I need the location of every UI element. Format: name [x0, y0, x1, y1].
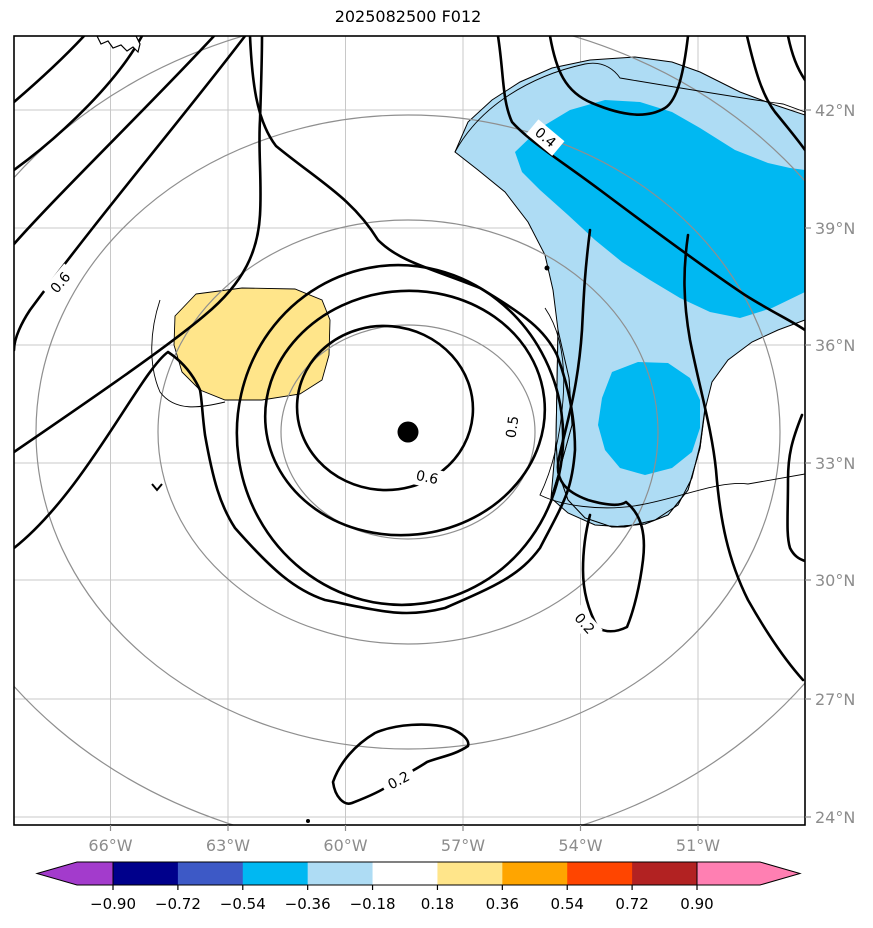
contour-labels: 0.6 0.6 0.5 0.4 0.2 0.2 — [42, 119, 603, 797]
colorbar-tick-label: −0.18 — [350, 895, 396, 913]
colorbar-segment — [177, 862, 244, 885]
colorbar-outline — [112, 861, 698, 886]
axis-ticks — [109, 109, 811, 831]
colorbar-tick-label: 0.72 — [615, 895, 648, 913]
label-mask — [379, 764, 419, 797]
figure-title: 2025082500 F012 — [335, 7, 482, 26]
colorbar-over-arrow — [696, 861, 802, 886]
label-mask — [526, 119, 565, 156]
storm-center-marker — [397, 421, 419, 443]
shaded-contour-fills — [173, 56, 805, 528]
lon-tick-label: 66°W — [88, 836, 132, 855]
label-mask — [500, 408, 525, 446]
positive-anomaly-yellow-region — [173, 287, 331, 401]
lat-tick-label: 30°N — [815, 571, 855, 590]
map-border — [13, 35, 806, 826]
colorbar-segment — [567, 862, 633, 885]
contour-label-0-6-center: 0.6 — [414, 468, 439, 488]
label-mask — [42, 263, 79, 302]
colorbar-tick-label: −0.72 — [155, 895, 201, 913]
lon-tick-label: 60°W — [323, 836, 367, 855]
range-ring-2 — [157, 219, 659, 645]
lon-tick-label: 51°W — [676, 836, 720, 855]
colorbar-segment — [113, 862, 179, 885]
negative-anomaly-light-blue-region-2 — [550, 329, 706, 528]
colorbar-tick-label: 0.36 — [486, 895, 519, 913]
coastline-fragment — [96, 36, 141, 54]
small-contour-tick — [151, 483, 163, 492]
colorbar-under-arrow — [35, 861, 114, 886]
contour-label-0-5: 0.5 — [504, 415, 523, 439]
colorbar-segment — [307, 862, 374, 885]
lat-tick-label: 39°N — [815, 219, 855, 238]
small-islet-mark-south — [306, 819, 310, 823]
lon-tick-label: 63°W — [206, 836, 250, 855]
colorbar-segment — [502, 862, 568, 885]
range-ring-3 — [35, 114, 781, 750]
map-layers: 0.6 0.6 0.5 0.4 0.2 0.2 — [14, 36, 805, 825]
label-mask — [565, 604, 603, 643]
colorbar-segment — [242, 862, 309, 885]
colorbar-tick-label: −0.90 — [90, 895, 136, 913]
small-islet-mark — [544, 265, 550, 271]
colorbar-tick-label: 0.54 — [551, 895, 584, 913]
colorbar-segment — [437, 862, 503, 885]
lon-tick-label: 57°W — [441, 836, 485, 855]
colorbar-tick-label: 0.18 — [421, 895, 454, 913]
colorbar-segment — [632, 862, 698, 885]
lat-tick-label: 27°N — [815, 690, 855, 709]
lat-tick-label: 33°N — [815, 454, 855, 473]
axis-tick-labels: 66°W 63°W 60°W 57°W 54°W 51°W 42°N 39°N 36°N 33°N… — [88, 101, 855, 855]
lat-tick-label: 24°N — [815, 808, 855, 827]
colorbar-segment — [372, 862, 438, 885]
label-mask — [408, 464, 446, 491]
colorbar: −0.90 −0.72 −0.54 −0.36 −0.18 0.18 0.36 0.54 0.7… — [35, 861, 802, 913]
lat-tick-label: 36°N — [815, 336, 855, 355]
thick-contours — [14, 36, 805, 805]
small-map-marks — [96, 36, 550, 823]
contour-ring-0-6 — [295, 324, 475, 492]
colorbar-tick-label: −0.54 — [220, 895, 266, 913]
colorbar-tick-label: 0.90 — [680, 895, 713, 913]
range-rings — [14, 36, 805, 825]
range-ring-1 — [280, 324, 536, 540]
lat-tick-label: 42°N — [815, 101, 855, 120]
contour-ring-0-5 — [263, 289, 547, 537]
contour-ring-outer — [235, 263, 565, 607]
lon-tick-label: 54°W — [558, 836, 602, 855]
negative-anomaly-deep-blue-region-south — [598, 362, 700, 475]
colorbar-tick-label: −0.36 — [285, 895, 331, 913]
